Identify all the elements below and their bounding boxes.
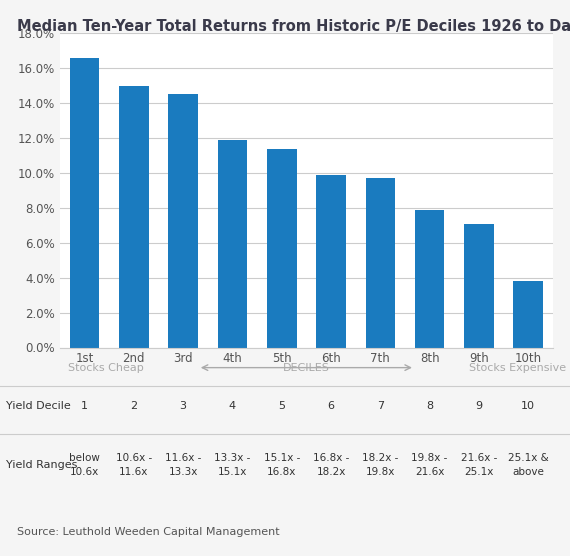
Text: 4: 4 xyxy=(229,401,236,411)
Text: 5: 5 xyxy=(278,401,285,411)
Bar xyxy=(514,281,543,348)
Text: Yield Ranges: Yield Ranges xyxy=(6,460,77,470)
Text: Source: Leuthold Weeden Capital Management: Source: Leuthold Weeden Capital Manageme… xyxy=(17,528,280,537)
Text: 15.1x -
16.8x: 15.1x - 16.8x xyxy=(263,453,300,476)
Text: 8: 8 xyxy=(426,401,433,411)
Text: 3: 3 xyxy=(180,401,186,411)
Text: Yield Decile: Yield Decile xyxy=(6,401,71,411)
Text: Stocks Expensive: Stocks Expensive xyxy=(469,363,566,373)
Text: 13.3x -
15.1x: 13.3x - 15.1x xyxy=(214,453,251,476)
Text: 7: 7 xyxy=(377,401,384,411)
Bar xyxy=(365,178,395,348)
Text: 11.6x -
13.3x: 11.6x - 13.3x xyxy=(165,453,201,476)
Text: below
10.6x: below 10.6x xyxy=(69,453,100,476)
Bar xyxy=(218,140,247,348)
Text: 16.8x -
18.2x: 16.8x - 18.2x xyxy=(313,453,349,476)
Text: 9: 9 xyxy=(475,401,482,411)
Bar xyxy=(415,210,445,348)
Text: 2: 2 xyxy=(130,401,137,411)
Bar xyxy=(464,224,494,348)
Text: 18.2x -
19.8x: 18.2x - 19.8x xyxy=(362,453,398,476)
Text: 1: 1 xyxy=(81,401,88,411)
Bar xyxy=(70,58,99,348)
Text: 25.1x &
above: 25.1x & above xyxy=(508,453,548,476)
Bar xyxy=(119,86,149,348)
Text: 6: 6 xyxy=(328,401,335,411)
Text: 10.6x -
11.6x: 10.6x - 11.6x xyxy=(116,453,152,476)
Bar xyxy=(168,95,198,348)
Text: Median Ten-Year Total Returns from Historic P/E Deciles 1926 to Date: Median Ten-Year Total Returns from Histo… xyxy=(17,19,570,34)
Bar xyxy=(316,175,346,348)
Text: 21.6x -
25.1x: 21.6x - 25.1x xyxy=(461,453,497,476)
Text: DECILES: DECILES xyxy=(283,363,330,373)
Text: Stocks Cheap: Stocks Cheap xyxy=(68,363,144,373)
Text: 10: 10 xyxy=(521,401,535,411)
Text: 19.8x -
21.6x: 19.8x - 21.6x xyxy=(412,453,448,476)
Bar xyxy=(267,148,296,348)
